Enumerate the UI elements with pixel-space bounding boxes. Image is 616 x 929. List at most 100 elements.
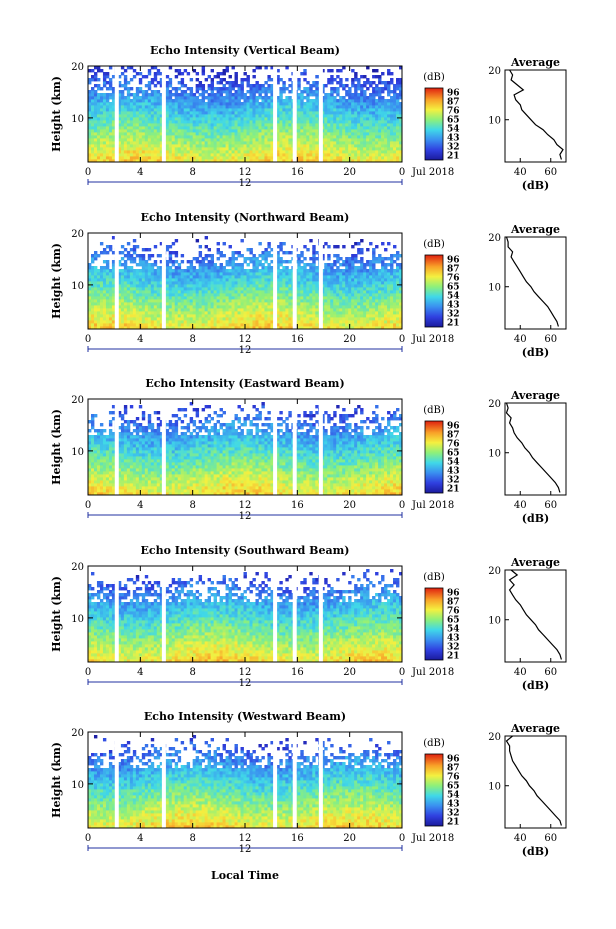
heatmap-cell — [157, 314, 160, 317]
heatmap-cell — [220, 308, 223, 311]
heatmap-cell — [220, 153, 223, 156]
heatmap-cell — [178, 96, 181, 99]
heatmap-cell — [205, 272, 208, 275]
heatmap-cell — [184, 311, 187, 314]
heatmap-cell — [232, 96, 235, 99]
heatmap-cell — [202, 117, 205, 120]
heatmap-cell — [330, 320, 333, 323]
heatmap-cell — [249, 153, 252, 156]
heatmap-cell — [279, 108, 282, 111]
heatmap-cell — [214, 305, 217, 308]
heatmap-cell — [199, 308, 202, 311]
heatmap-cell — [241, 278, 244, 281]
heatmap-cell — [130, 317, 133, 320]
heatmap-cell — [339, 320, 342, 323]
heatmap-cell — [223, 314, 226, 317]
heatmap-cell — [312, 317, 315, 320]
heatmap-cell — [285, 299, 288, 302]
heatmap-cell — [88, 147, 91, 150]
heatmap-cell — [264, 117, 267, 120]
heatmap-cell — [172, 302, 175, 305]
heatmap-cell — [184, 117, 187, 120]
heatmap-cell — [333, 87, 336, 90]
heatmap-cell — [342, 87, 345, 90]
heatmap-cell — [151, 105, 154, 108]
heatmap-cell — [217, 150, 220, 153]
heatmap-cell — [190, 299, 193, 302]
heatmap-cell — [91, 290, 94, 293]
heatmap-cell — [142, 135, 145, 138]
heatmap-cell — [285, 96, 288, 99]
heatmap-cell — [348, 117, 351, 120]
heatmap-cell — [252, 293, 255, 296]
heatmap-cell — [205, 290, 208, 293]
heatmap-cell — [127, 105, 130, 108]
heatmap-cell — [154, 138, 157, 141]
heatmap-cell — [91, 278, 94, 281]
heatmap-cell — [88, 272, 91, 275]
heatmap-cell — [258, 305, 261, 308]
heatmap-cell — [175, 123, 178, 126]
heatmap-cell — [300, 311, 303, 314]
heatmap-cell — [387, 117, 390, 120]
heatmap-cell — [354, 141, 357, 144]
heatmap-cell — [390, 132, 393, 135]
heatmap-cell — [366, 117, 369, 120]
heatmap-cell — [369, 147, 372, 150]
heatmap-cell — [357, 102, 360, 105]
heatmap-cell — [109, 111, 112, 114]
heatmap-cell — [396, 317, 399, 320]
heatmap-cell — [142, 90, 145, 93]
heatmap-cell — [100, 114, 103, 117]
heatmap-cell — [208, 156, 211, 159]
heatmap-cell — [232, 141, 235, 144]
heatmap-cell — [97, 78, 100, 81]
heatmap-cell — [190, 114, 193, 117]
heatmap-cell — [390, 144, 393, 147]
heatmap-cell — [202, 129, 205, 132]
heatmap-cell — [348, 284, 351, 287]
heatmap-cell — [360, 278, 363, 281]
heatmap-cell — [387, 272, 390, 275]
heatmap-cell — [384, 302, 387, 305]
heatmap-cell — [357, 84, 360, 87]
heatmap-cell — [220, 129, 223, 132]
heatmap-cell — [327, 129, 330, 132]
heatmap-cell — [264, 135, 267, 138]
heatmap-cell — [238, 314, 241, 317]
heatmap-cell — [190, 302, 193, 305]
heatmap-cell — [244, 320, 247, 323]
heatmap-cell — [184, 99, 187, 102]
heatmap-cell — [154, 108, 157, 111]
heatmap-cell — [244, 272, 247, 275]
heatmap-cell — [169, 266, 172, 269]
heatmap-cell — [297, 108, 300, 111]
heatmap-cell — [175, 114, 178, 117]
heatmap-cell — [154, 90, 157, 93]
heatmap-cell — [387, 135, 390, 138]
heatmap-cell — [324, 293, 327, 296]
heatmap-cell — [279, 129, 282, 132]
heatmap-cell — [109, 278, 112, 281]
heatmap-cell — [354, 269, 357, 272]
heatmap-cell — [91, 281, 94, 284]
heatmap-cell — [187, 314, 190, 317]
heatmap-cell — [288, 126, 291, 129]
heatmap-cell — [330, 99, 333, 102]
heatmap-cell — [372, 311, 375, 314]
heatmap-cell — [187, 108, 190, 111]
heatmap-cell — [324, 129, 327, 132]
heatmap-cell — [133, 311, 136, 314]
heatmap-cell — [190, 281, 193, 284]
heatmap-cell — [166, 266, 169, 269]
heatmap-cell — [88, 311, 91, 314]
heatmap-cell — [390, 281, 393, 284]
heatmap-cell — [139, 308, 142, 311]
heatmap-cell — [91, 78, 94, 81]
heatmap-cell — [282, 293, 285, 296]
heatmap-cell — [396, 302, 399, 305]
heatmap-cell — [145, 117, 148, 120]
heatmap-cell — [363, 317, 366, 320]
heatmap-cell — [393, 111, 396, 114]
heatmap-cell — [342, 96, 345, 99]
